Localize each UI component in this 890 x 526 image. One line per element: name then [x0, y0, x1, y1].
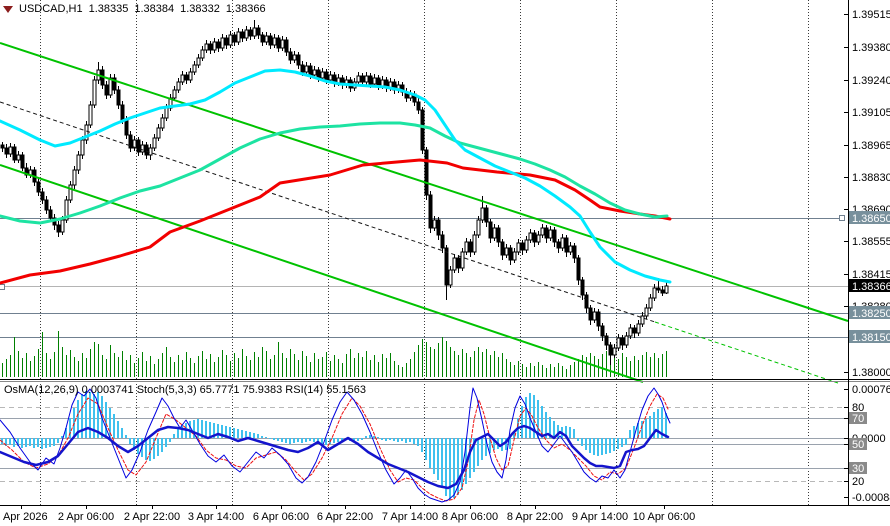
price-level-lines[interactable] [0, 215, 848, 338]
svg-text:1.38650: 1.38650 [852, 213, 890, 225]
svg-text:80: 80 [852, 402, 864, 414]
indicator-values-label: OsMA(12,26,9) 0.0003741 Stoch(5,3,3) 65.… [4, 384, 367, 396]
indicator-level-badge [849, 412, 867, 424]
svg-text:1.38366: 1.38366 [852, 281, 890, 293]
indicator-level-lines [0, 407, 848, 482]
day-separator-gridlines [40, 0, 809, 505]
stochastic-signal-line [0, 393, 669, 502]
time-axis[interactable]: 1 Apr 2026 2 Apr 06:00 2 Apr 22:00 3 Apr 14… [0, 505, 695, 523]
svg-text:50: 50 [852, 439, 864, 451]
svg-text:1.39240: 1.39240 [852, 75, 890, 87]
line-handle[interactable] [839, 215, 845, 221]
indicator-level-badge [849, 462, 867, 474]
svg-text:30: 30 [852, 463, 864, 475]
price-level-badge [849, 330, 890, 343]
svg-text:1.38415: 1.38415 [852, 269, 890, 281]
price-level-badge [849, 306, 890, 319]
svg-text:3 Apr 14:00: 3 Apr 14:00 [188, 511, 244, 523]
stochastic-main-line [0, 387, 671, 503]
svg-text:6 Apr 22:00: 6 Apr 22:00 [317, 511, 373, 523]
svg-text:2 Apr 06:00: 2 Apr 06:00 [58, 511, 114, 523]
ohlc-low-value: 1.38332 [180, 3, 220, 15]
line-handle[interactable] [0, 284, 5, 290]
svg-text:8 Apr 06:00: 8 Apr 06:00 [442, 511, 498, 523]
svg-text:1.38830: 1.38830 [852, 172, 890, 184]
svg-text:1 Apr 2026: 1 Apr 2026 [0, 511, 48, 523]
price-level-badge [849, 279, 890, 292]
svg-text:6 Apr 06:00: 6 Apr 06:00 [253, 511, 309, 523]
svg-text:2 Apr 22:00: 2 Apr 22:00 [124, 511, 180, 523]
svg-text:1.38000: 1.38000 [852, 367, 890, 379]
svg-text:8 Apr 22:00: 8 Apr 22:00 [507, 511, 563, 523]
svg-text:7 Apr 14:00: 7 Apr 14:00 [382, 511, 438, 523]
svg-text:1.39515: 1.39515 [852, 9, 890, 21]
svg-text:70: 70 [852, 413, 864, 425]
indicator-level-badge [849, 438, 867, 450]
price-level-badge [849, 211, 890, 224]
candlesticks [0, 20, 669, 365]
svg-text:0.0007622: 0.0007622 [852, 384, 890, 396]
trend-channel-lines[interactable] [0, 42, 849, 384]
ohlc-high-value: 1.38384 [134, 3, 175, 15]
svg-text:1.39380: 1.39380 [852, 42, 890, 54]
svg-text:10 Apr 06:00: 10 Apr 06:00 [633, 511, 695, 523]
svg-text:20: 20 [852, 476, 864, 488]
volume-bars [2, 331, 667, 377]
moving-averages [0, 68, 672, 285]
price-axis[interactable]: 1.39515 1.39380 1.39240 1.39105 1.38965 1.388… [844, 9, 890, 379]
symbol-dropdown-icon[interactable] [3, 6, 13, 13]
ohlc-open-value: 1.38335 [88, 3, 129, 15]
svg-text:-0.0008841: -0.0008841 [852, 492, 890, 504]
symbol-ohlc-header: USDCAD,H1 1.38335 1.38384 1.38332 1.3836… [3, 3, 266, 15]
rsi-line [0, 424, 670, 490]
svg-text:1.38555: 1.38555 [852, 236, 890, 248]
svg-text:1.38250: 1.38250 [852, 308, 890, 320]
svg-text:1.38150: 1.38150 [852, 332, 890, 344]
ohlc-close-value: 1.38366 [225, 3, 266, 15]
svg-text:9 Apr 14:00: 9 Apr 14:00 [572, 511, 628, 523]
svg-text:1.39105: 1.39105 [852, 107, 890, 119]
panel-separators [0, 0, 890, 506]
symbol-timeframe-label: USDCAD,H1 [19, 3, 83, 15]
svg-text:1.38965: 1.38965 [852, 140, 890, 152]
